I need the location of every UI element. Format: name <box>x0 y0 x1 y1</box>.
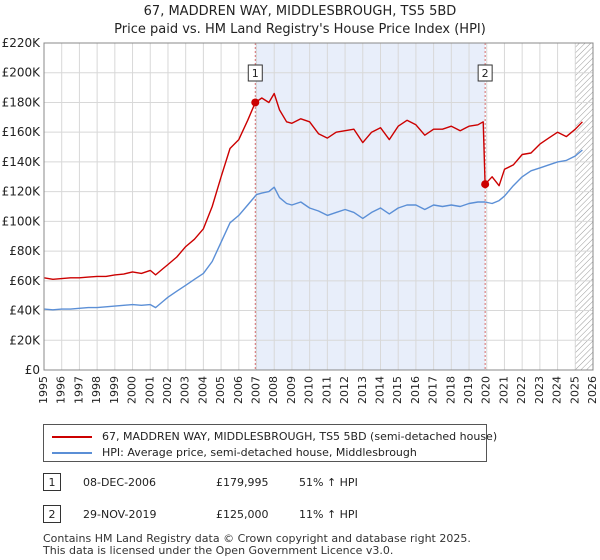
x-tick-label: 2024 <box>551 376 564 404</box>
chart-legend: 67, MADDREN WAY, MIDDLESBROUGH, TS5 5BD … <box>43 424 497 462</box>
legend-swatch-property <box>52 436 92 438</box>
x-tick-label: 2026 <box>586 376 599 404</box>
sale-date: 08-DEC-2006 <box>83 476 157 489</box>
x-tick-label: 2005 <box>214 376 227 404</box>
legend-item-property: 67, MADDREN WAY, MIDDLESBROUGH, TS5 5BD … <box>52 430 497 443</box>
x-tick-label: 2017 <box>427 376 440 404</box>
sale-label-box <box>247 64 263 82</box>
x-tick-label: 2021 <box>497 376 510 404</box>
y-tick-label: £80K <box>9 244 41 258</box>
x-tick-label: 1995 <box>37 376 50 404</box>
x-tick-label: 1997 <box>72 376 85 404</box>
y-tick-label: £60K <box>9 274 41 288</box>
legend-label-hpi: HPI: Average price, semi-detached house,… <box>102 446 417 459</box>
x-tick-label: 2023 <box>533 376 546 404</box>
series-line-property <box>43 92 583 280</box>
x-tick-label: 2000 <box>126 376 139 404</box>
x-tick-label: 1998 <box>90 376 103 404</box>
sale-point <box>481 180 490 189</box>
sale-hpi-change: 51% ↑ HPI <box>299 476 358 489</box>
sale-row-2: 2 29-NOV-2019 £125,000 11% ↑ HPI <box>43 505 563 525</box>
sale-row-1: 1 08-DEC-2006 £179,995 51% ↑ HPI <box>43 473 563 493</box>
series-line-hpi <box>43 149 583 311</box>
x-tick-label: 2013 <box>356 376 369 404</box>
sale-label-text: 1 <box>252 67 259 80</box>
sale-date: 29-NOV-2019 <box>83 508 157 521</box>
footer-copyright: Contains HM Land Registry data © Crown c… <box>43 532 471 545</box>
x-tick-label: 2001 <box>143 376 156 404</box>
x-tick-label: 2022 <box>515 376 528 404</box>
y-tick-label: £40K <box>9 304 41 318</box>
y-tick-label: £100K <box>2 214 42 228</box>
ownership-period-shading <box>255 43 486 370</box>
y-tick-label: £140K <box>2 155 42 169</box>
y-tick-label: £0 <box>25 363 40 377</box>
x-tick-label: 2002 <box>161 376 174 404</box>
plot-frame <box>43 42 594 371</box>
x-tick-label: 2004 <box>196 376 209 404</box>
y-tick-label: £160K <box>2 125 42 139</box>
x-tick-label: 2012 <box>338 376 351 404</box>
x-tick-label: 2019 <box>462 376 475 404</box>
sale-price: £179,995 <box>216 476 269 489</box>
x-tick-label: 2018 <box>444 376 457 404</box>
x-tick-label: 2025 <box>568 376 581 404</box>
x-tick-label: 2015 <box>391 376 404 404</box>
y-tick-label: £220K <box>2 36 42 50</box>
sale-price: £125,000 <box>216 508 269 521</box>
x-tick-label: 2003 <box>179 376 192 404</box>
x-tick-label: 1996 <box>55 376 68 404</box>
x-tick-label: 1999 <box>108 376 121 404</box>
sale-hpi-change: 11% ↑ HPI <box>299 508 358 521</box>
legend-label-property: 67, MADDREN WAY, MIDDLESBROUGH, TS5 5BD … <box>102 430 498 443</box>
y-tick-label: £200K <box>2 66 42 80</box>
x-tick-label: 2008 <box>267 376 280 404</box>
chart-title: 67, MADDREN WAY, MIDDLESBROUGH, TS5 5BD <box>143 4 457 19</box>
x-tick-label: 2009 <box>285 376 298 404</box>
x-tick-label: 2011 <box>320 376 333 404</box>
x-tick-label: 2010 <box>303 376 316 404</box>
y-tick-label: £120K <box>2 185 42 199</box>
legend-swatch-hpi <box>52 452 92 454</box>
x-tick-label: 2020 <box>480 376 493 404</box>
legend-item-hpi: HPI: Average price, semi-detached house,… <box>52 446 417 459</box>
x-tick-label: 2006 <box>232 376 245 404</box>
sale-point <box>251 98 260 107</box>
sale-label-box <box>477 64 493 82</box>
forecast-hatch-region <box>575 43 593 370</box>
y-tick-label: £20K <box>9 333 41 347</box>
chart-subtitle: Price paid vs. HM Land Registry's House … <box>114 22 486 37</box>
sale-marker-badge: 1 <box>43 473 61 491</box>
x-tick-label: 2014 <box>373 376 386 404</box>
x-tick-label: 2016 <box>409 376 422 404</box>
footer-licence: This data is licensed under the Open Gov… <box>43 544 394 557</box>
sale-label-text: 2 <box>482 67 489 80</box>
y-tick-label: £180K <box>2 95 42 109</box>
x-tick-label: 2007 <box>250 376 263 404</box>
sale-marker-badge: 2 <box>43 505 61 523</box>
price-chart: 1 2 £0 £20K £40K £60K £80K £100K £120K £140K £160K… <box>2 36 599 404</box>
